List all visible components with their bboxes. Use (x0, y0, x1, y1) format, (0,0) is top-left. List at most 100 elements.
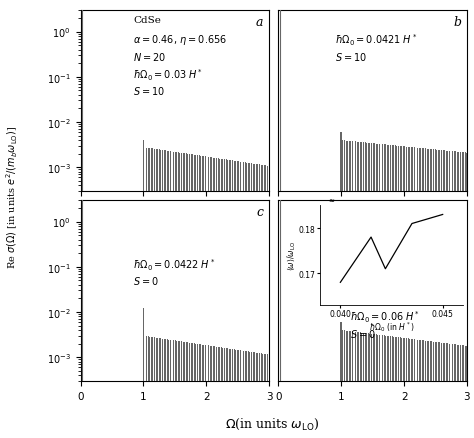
Bar (213, 346, 214, 438)
Bar (234, 350, 235, 438)
Bar (262, 166, 263, 438)
Bar (251, 352, 252, 438)
Bar (197, 156, 198, 438)
Bar (449, 152, 450, 438)
Bar (211, 158, 212, 438)
Bar (234, 161, 235, 438)
Bar (192, 155, 193, 438)
Bar (423, 149, 424, 438)
Bar (406, 339, 407, 438)
Bar (379, 335, 380, 438)
Bar (146, 336, 147, 438)
Bar (219, 159, 220, 438)
Bar (458, 152, 459, 438)
Bar (205, 345, 206, 438)
Bar (242, 162, 243, 438)
Bar (216, 347, 217, 438)
Bar (352, 142, 353, 438)
Bar (238, 350, 239, 438)
Bar (355, 332, 356, 438)
Text: CdSe: CdSe (133, 16, 161, 25)
Bar (216, 159, 217, 438)
Bar (366, 333, 367, 438)
Bar (395, 146, 396, 438)
Bar (436, 342, 437, 438)
Bar (462, 153, 463, 438)
Bar (143, 309, 144, 438)
Bar (245, 351, 246, 438)
Bar (401, 147, 402, 438)
Bar (227, 349, 228, 438)
Bar (176, 153, 177, 438)
Bar (155, 338, 156, 438)
Bar (393, 146, 394, 438)
Bar (409, 148, 410, 438)
Bar (389, 145, 390, 438)
Bar (403, 338, 404, 438)
Bar (362, 143, 363, 438)
Bar (178, 341, 179, 438)
Bar (245, 163, 246, 438)
Bar (222, 348, 223, 438)
Bar (181, 342, 182, 438)
Text: $\hbar\Omega_0=0.0422\; H^*$: $\hbar\Omega_0=0.0422\; H^*$ (133, 257, 216, 272)
Bar (390, 146, 391, 438)
Bar (218, 347, 219, 438)
Bar (396, 337, 397, 438)
Text: $\hbar\Omega_0=0.03\; H^*$: $\hbar\Omega_0=0.03\; H^*$ (133, 67, 203, 82)
Bar (376, 144, 377, 438)
Bar (458, 345, 459, 438)
Bar (447, 152, 448, 438)
Bar (393, 337, 394, 438)
Bar (269, 355, 270, 438)
Bar (446, 151, 447, 438)
Bar (184, 154, 185, 438)
Bar (267, 354, 268, 438)
Bar (466, 346, 467, 438)
Bar (454, 152, 455, 438)
Bar (162, 151, 163, 438)
Bar (398, 337, 399, 438)
Text: $S=10$: $S=10$ (335, 51, 367, 63)
Bar (420, 340, 421, 438)
Bar (379, 145, 380, 438)
Bar (254, 164, 255, 438)
Bar (460, 152, 461, 438)
Bar (350, 141, 351, 438)
Bar (358, 142, 359, 438)
Bar (219, 347, 220, 438)
Bar (401, 338, 402, 438)
Bar (389, 336, 390, 438)
Bar (195, 155, 196, 438)
Bar (154, 149, 155, 438)
Bar (221, 348, 222, 438)
Bar (146, 148, 147, 438)
Bar (180, 153, 181, 438)
Bar (381, 145, 382, 438)
Bar (175, 152, 176, 438)
Bar (257, 353, 258, 438)
Bar (211, 346, 212, 438)
Bar (341, 330, 342, 438)
Bar (182, 342, 183, 438)
Bar (438, 343, 439, 438)
Bar (396, 146, 397, 438)
Bar (430, 341, 431, 438)
Bar (172, 152, 173, 438)
Bar (148, 337, 149, 438)
Bar (347, 141, 348, 438)
Bar (433, 150, 434, 438)
Bar (172, 340, 173, 438)
Bar (232, 161, 233, 438)
Bar (224, 348, 225, 438)
Bar (400, 338, 401, 438)
Bar (173, 152, 174, 438)
Bar (425, 341, 426, 438)
Bar (381, 335, 382, 438)
Text: $\Omega$(in units $\omega_{\rm LO}$): $\Omega$(in units $\omega_{\rm LO}$) (225, 416, 320, 431)
Bar (165, 339, 166, 438)
Bar (360, 333, 361, 438)
Bar (427, 149, 428, 438)
Bar (385, 336, 386, 438)
Bar (430, 150, 431, 438)
